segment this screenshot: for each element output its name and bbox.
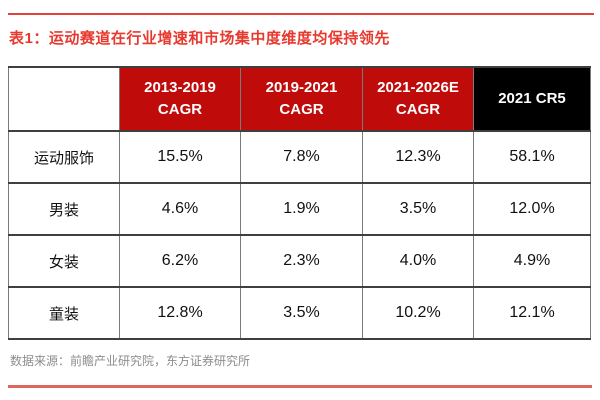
- column-header-line2: CAGR: [395, 101, 441, 118]
- cell-value: 4.6%: [119, 182, 241, 236]
- cell-value: 10.2%: [362, 286, 474, 340]
- bottom-divider-rule: [8, 385, 592, 388]
- table-title: 表1：运动赛道在行业增速和市场集中度维度均保持领先: [9, 30, 390, 47]
- column-header-line2: CAGR: [279, 101, 324, 118]
- cell-value: 15.5%: [119, 130, 241, 184]
- cell-value: 12.0%: [473, 182, 591, 236]
- row-label: 童装: [8, 286, 120, 340]
- cell-value: 2.3%: [240, 234, 363, 288]
- cell-value: 3.5%: [362, 182, 474, 236]
- column-header-line1: 2021 CR5: [498, 90, 566, 108]
- cell-value: 4.0%: [362, 234, 474, 288]
- cell-value: 3.5%: [240, 286, 363, 340]
- table-row-womenswear: 女装 6.2% 2.3% 4.0% 4.9%: [8, 234, 591, 288]
- cell-value: 4.9%: [473, 234, 591, 288]
- row-label: 女装: [8, 234, 120, 288]
- table-row-menswear: 男装 4.6% 1.9% 3.5% 12.0%: [8, 182, 591, 236]
- column-header-line1: 2019-2021: [265, 79, 338, 97]
- cell-value: 7.8%: [240, 130, 363, 184]
- data-source-note: 数据来源：前瞻产业研究院，东方证券研究所: [10, 354, 251, 368]
- cell-value: 12.1%: [473, 286, 591, 340]
- cell-value: 6.2%: [119, 234, 241, 288]
- row-label: 运动服饰: [8, 130, 120, 184]
- column-header-2021-2026e-cagr: 2021-2026E CAGR: [362, 66, 474, 132]
- column-header-2021-cr5: 2021 CR5: [473, 66, 591, 132]
- cell-value: 12.8%: [119, 286, 241, 340]
- industry-cagr-table: 2013-2019 CAGR 2019-2021 CAGR 2021-2026E…: [8, 66, 591, 340]
- column-header-line2: CAGR: [157, 101, 203, 118]
- table-row-childrenswear: 童装 12.8% 3.5% 10.2% 12.1%: [8, 286, 591, 340]
- column-header-line1: 2021-2026E: [377, 79, 459, 97]
- cell-value: 1.9%: [240, 182, 363, 236]
- corner-cell: [8, 66, 120, 132]
- column-header-2013-2019-cagr: 2013-2019 CAGR: [119, 66, 241, 132]
- top-divider-rule: [8, 13, 594, 15]
- column-header-2019-2021-cagr: 2019-2021 CAGR: [240, 66, 363, 132]
- cell-value: 12.3%: [362, 130, 474, 184]
- column-header-line1: 2013-2019: [144, 79, 216, 97]
- row-label: 男装: [8, 182, 120, 236]
- cell-value: 58.1%: [473, 130, 591, 184]
- table-row-sportswear: 运动服饰 15.5% 7.8% 12.3% 58.1%: [8, 130, 591, 184]
- header-row: 2013-2019 CAGR 2019-2021 CAGR 2021-2026E…: [8, 66, 591, 132]
